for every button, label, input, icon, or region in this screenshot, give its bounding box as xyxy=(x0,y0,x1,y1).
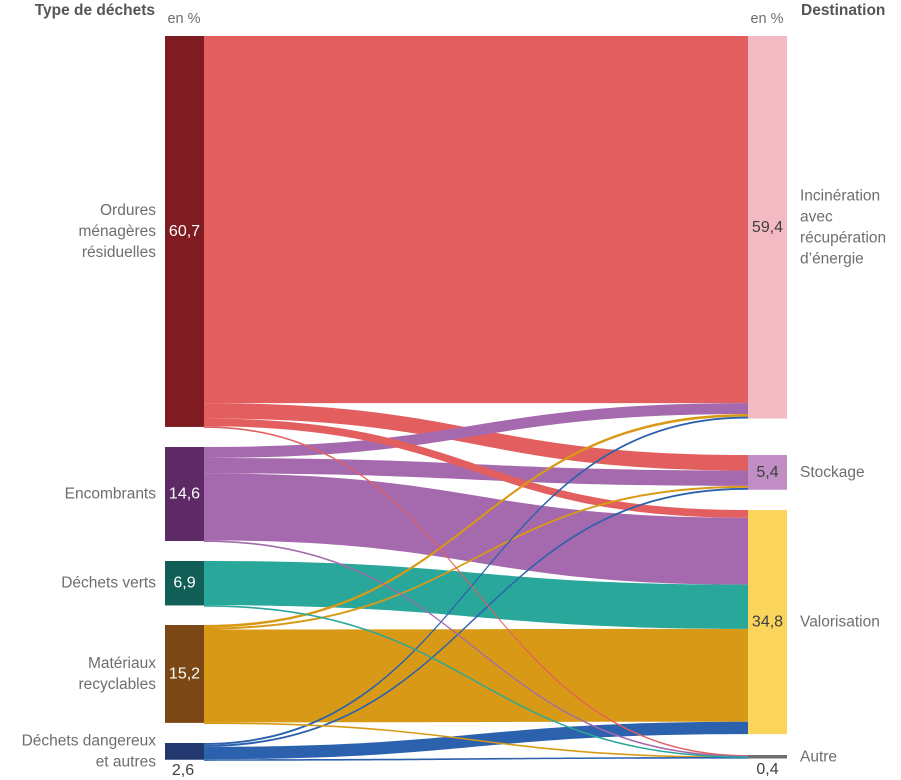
flow-dechets-dangereux-to-autre xyxy=(204,757,748,761)
label-autre: Autre xyxy=(800,748,837,765)
node-valorisation xyxy=(748,510,787,735)
value-incineration: 59,4 xyxy=(752,219,783,236)
value-stockage: 5,4 xyxy=(756,464,778,481)
right-unit-label: en % xyxy=(750,11,784,27)
label-dechets-dangereux: Déchets dangereux xyxy=(22,732,157,749)
flow-materiaux-recyclables-to-valorisation xyxy=(204,628,748,723)
label-incineration: Incinération xyxy=(800,187,880,204)
flow-ordures-menageres-to-valorisation xyxy=(204,418,748,518)
flow-ordures-menageres-to-stockage xyxy=(204,403,748,471)
flow-dechets-verts-to-autre xyxy=(204,605,748,758)
label-ordures-menageres: résiduelles xyxy=(82,244,156,261)
node-autre xyxy=(748,755,787,759)
node-materiaux-recyclables xyxy=(165,625,204,723)
node-ordures-menageres xyxy=(165,36,204,427)
node-incineration xyxy=(748,36,787,419)
value-dechets-verts: 6,9 xyxy=(173,575,195,592)
label-valorisation: Valorisation xyxy=(800,614,880,631)
label-encombrants: Encombrants xyxy=(65,486,157,503)
label-incineration: avec xyxy=(800,208,833,225)
label-ordures-menageres: Ordures xyxy=(100,202,156,219)
value-encombrants: 14,6 xyxy=(169,486,200,503)
node-encombrants xyxy=(165,447,204,542)
right-column-title: Destination xyxy=(801,2,886,19)
label-incineration: récupération xyxy=(800,229,886,246)
flow-encombrants-to-autre xyxy=(204,540,748,758)
flow-ordures-menageres-to-autre xyxy=(204,426,748,757)
value-materiaux-recyclables: 15,2 xyxy=(169,665,200,682)
label-stockage: Stockage xyxy=(800,464,865,481)
label-materiaux-recyclables: recyclables xyxy=(78,676,156,693)
label-incineration: d’énergie xyxy=(800,250,864,267)
flow-dechets-dangereux-to-stockage xyxy=(204,487,748,747)
label-ordures-menageres: ménagères xyxy=(78,223,156,240)
value-ordures-menageres: 60,7 xyxy=(169,223,200,240)
value-dechets-dangereux: 2,6 xyxy=(172,762,194,779)
flow-ordures-menageres-to-incineration xyxy=(204,36,748,404)
flow-dechets-verts-to-valorisation xyxy=(204,561,748,629)
node-stockage xyxy=(748,455,787,490)
value-valorisation: 34,8 xyxy=(752,614,783,631)
flow-encombrants-to-incineration xyxy=(204,403,748,458)
flow-materiaux-recyclables-to-incineration xyxy=(204,414,748,628)
node-dechets-dangereux xyxy=(165,743,204,760)
flow-materiaux-recyclables-to-autre xyxy=(204,722,748,759)
label-dechets-dangereux: et autres xyxy=(96,753,157,770)
flow-encombrants-to-valorisation xyxy=(204,473,748,585)
flow-materiaux-recyclables-to-stockage xyxy=(204,485,748,630)
label-materiaux-recyclables: Matériaux xyxy=(88,655,156,672)
node-dechets-verts xyxy=(165,561,204,606)
flow-dechets-dangereux-to-incineration xyxy=(204,416,748,745)
left-column-title: Type de déchets xyxy=(34,2,155,19)
value-autre: 0,4 xyxy=(756,761,778,778)
label-dechets-verts: Déchets verts xyxy=(61,575,156,592)
left-unit-label: en % xyxy=(167,11,201,27)
